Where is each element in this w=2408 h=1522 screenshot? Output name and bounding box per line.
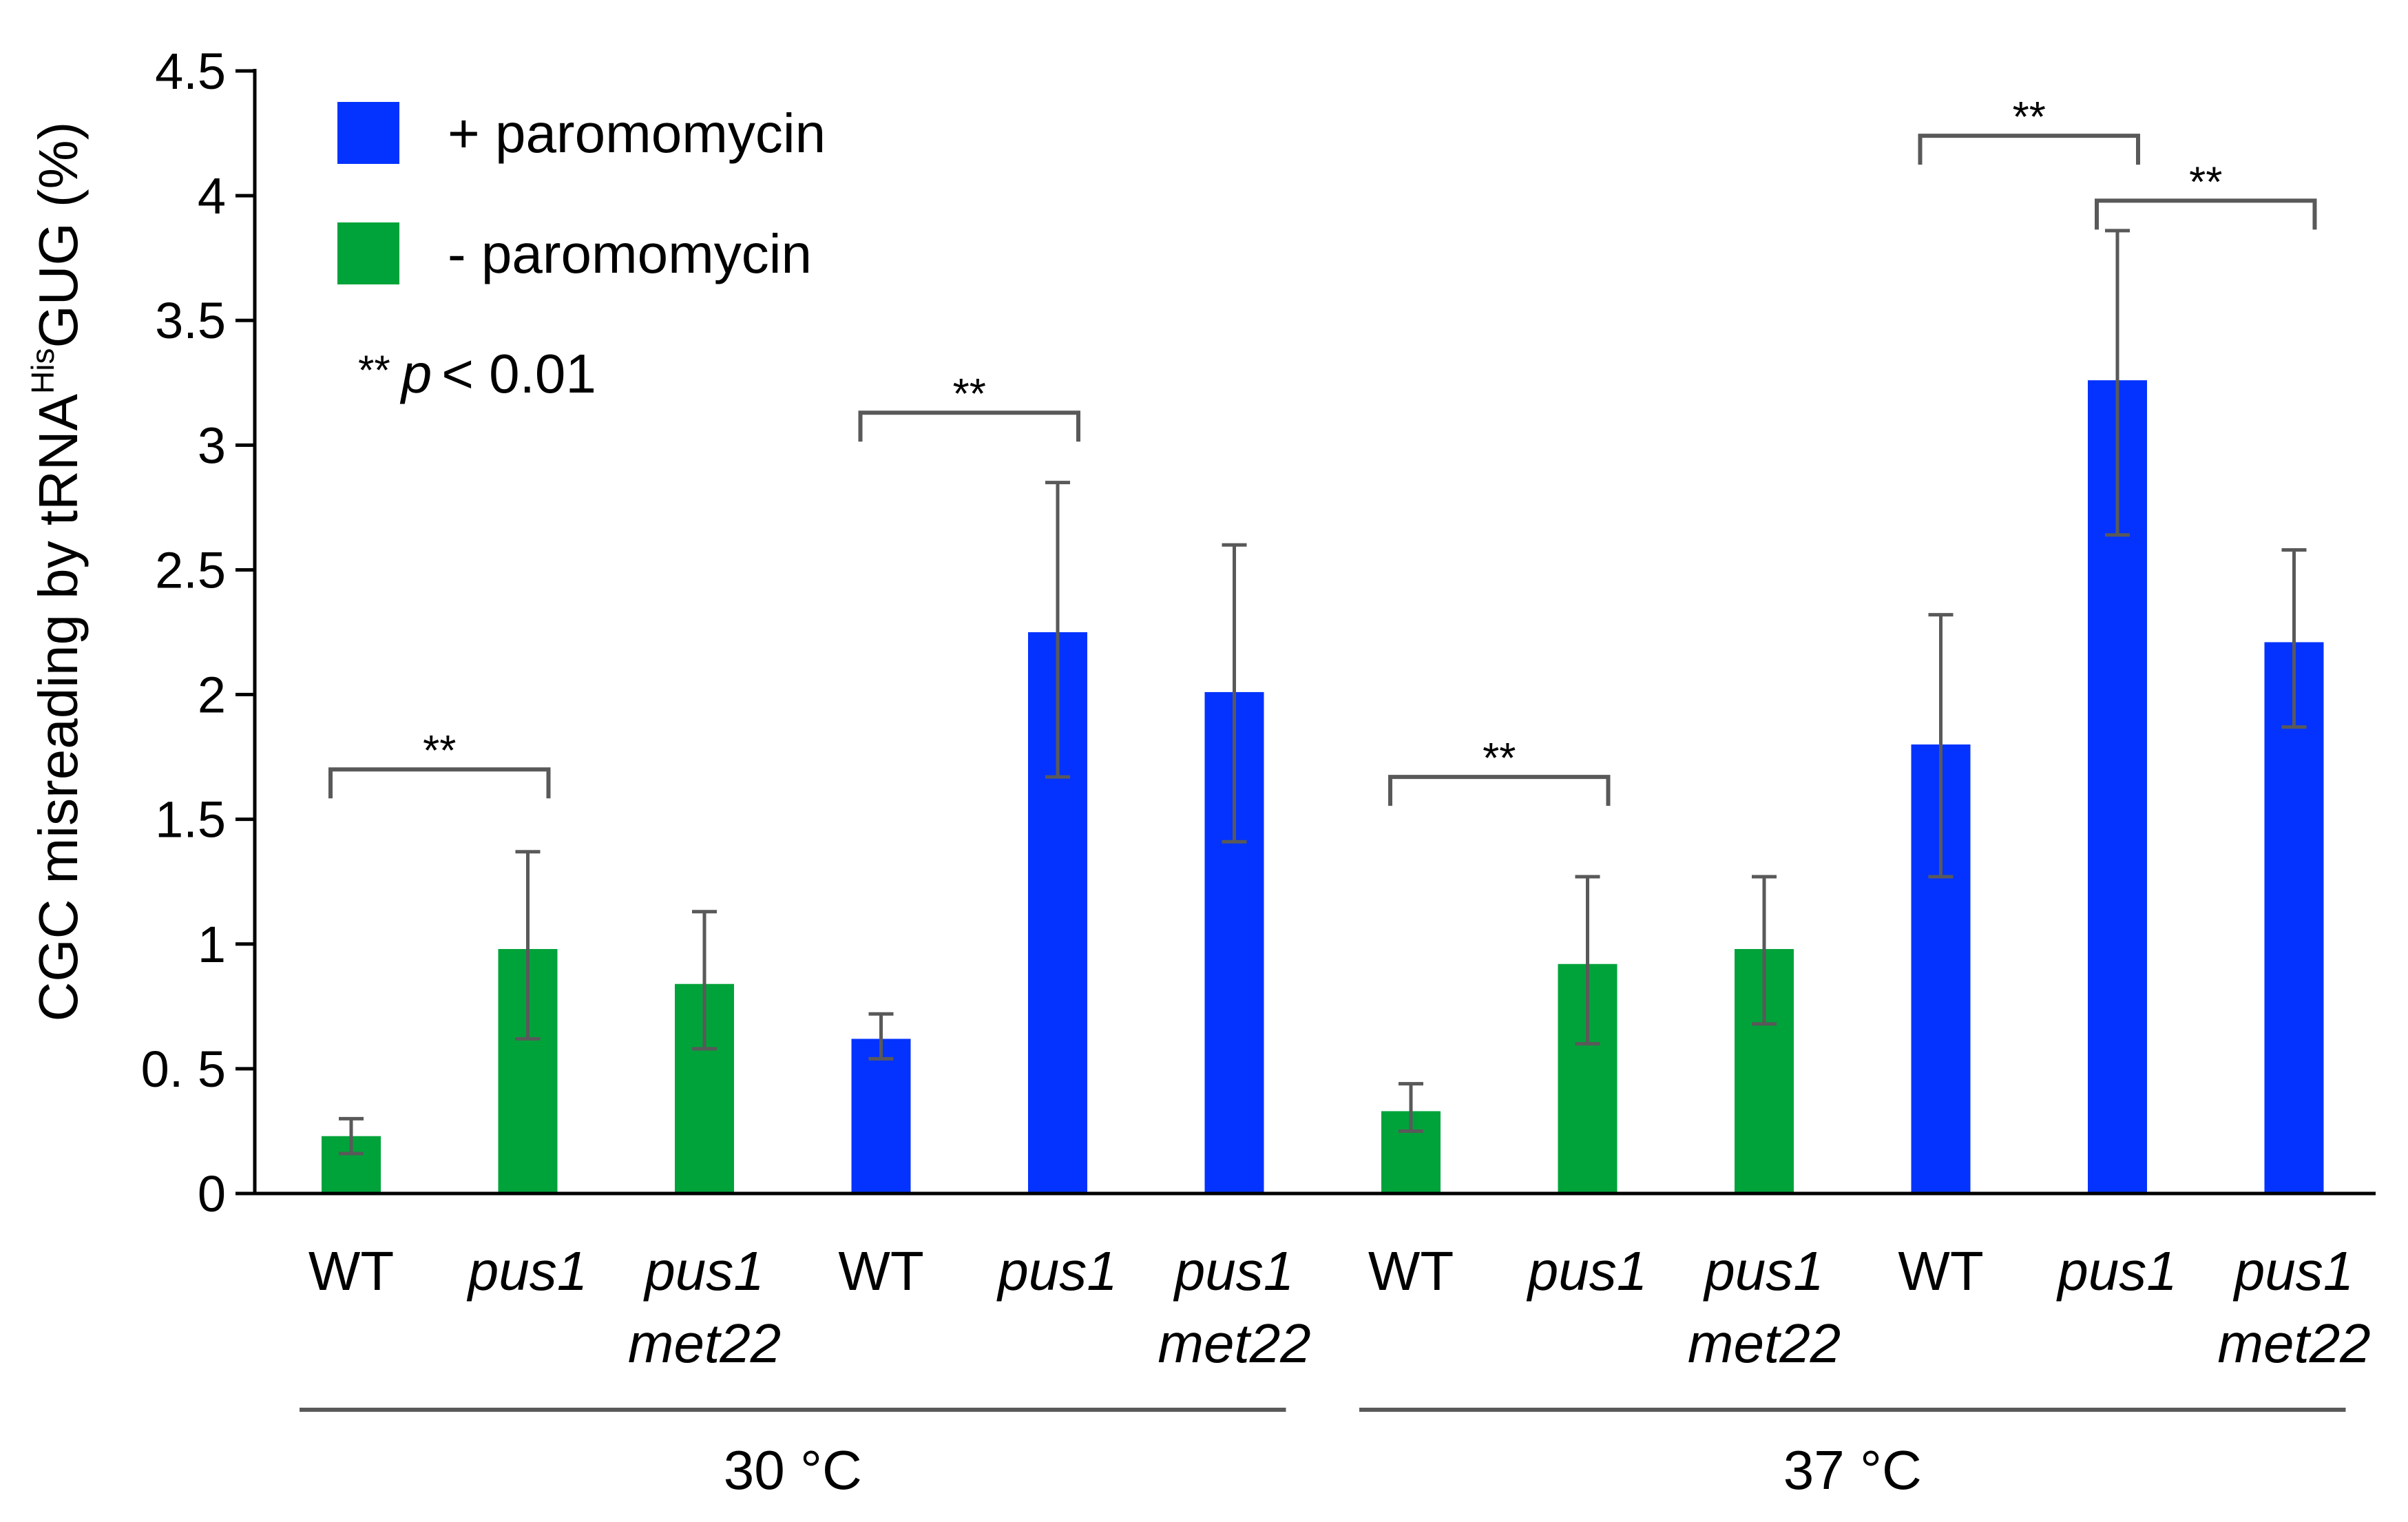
p-note-symbol: p xyxy=(400,343,432,404)
y-tick-label: 1 xyxy=(198,916,226,973)
svg-text:CGC misreading by tRNAHisGUG (: CGC misreading by tRNAHisGUG (%) xyxy=(25,122,89,1022)
significance-bracket xyxy=(858,410,1080,442)
p-value-note: ** p < 0.01 xyxy=(358,343,596,404)
category-label: pus1 xyxy=(467,1240,587,1302)
significance-bracket xyxy=(2095,198,2317,230)
y-tick-label: 0. 5 xyxy=(141,1041,226,1098)
p-note-text: < 0.01 xyxy=(441,343,596,404)
significance-label: ** xyxy=(953,371,986,418)
legend-swatch xyxy=(337,222,399,284)
y-tick-label: 1.5 xyxy=(155,791,226,848)
legend-label: - paromomycin xyxy=(448,223,812,284)
category-label: pus1 xyxy=(2056,1240,2177,1302)
y-tick-label: 2.5 xyxy=(155,541,226,598)
y-tick-label: 2 xyxy=(198,667,226,724)
category-label: met22 xyxy=(2217,1313,2370,1374)
y-tick-label: 3 xyxy=(198,417,226,474)
significance-label: ** xyxy=(423,727,456,775)
y-tick-label: 0 xyxy=(198,1165,226,1222)
y-axis-label: CGC misreading by tRNAHisGUG (%) xyxy=(25,122,89,1022)
svg-text:**p< 0.01: ** p < 0.01 xyxy=(358,343,596,404)
category-label: WT xyxy=(1368,1240,1454,1302)
y-tick-label: 4 xyxy=(198,167,226,225)
category-label: pus1 xyxy=(1527,1240,1647,1302)
group-label: 37 °C xyxy=(1783,1439,1922,1501)
y-axis-label-suffix: GUG (%) xyxy=(28,122,89,348)
category-label: pus1 xyxy=(1173,1240,1294,1302)
category-label: pus1 xyxy=(1703,1240,1823,1302)
category-label: met22 xyxy=(1158,1313,1310,1374)
bar xyxy=(2264,642,2324,1193)
category-label: pus1 xyxy=(996,1240,1117,1302)
p-note-stars: ** xyxy=(358,347,390,393)
category-label: WT xyxy=(308,1240,394,1302)
category-label: WT xyxy=(1898,1240,1983,1302)
y-tick-label: 3.5 xyxy=(155,292,226,349)
significance-bracket xyxy=(1388,775,1611,806)
significance-label: ** xyxy=(2189,158,2222,206)
significance-label: ** xyxy=(2013,94,2046,141)
y-tick-label: 4.5 xyxy=(155,43,226,100)
category-label: met22 xyxy=(628,1313,781,1374)
group-label: 30 °C xyxy=(724,1439,862,1501)
legend-swatch xyxy=(337,102,399,164)
bar xyxy=(851,1039,911,1193)
category-label: pus1 xyxy=(2233,1240,2354,1302)
legend-label: + paromomycin xyxy=(448,103,826,164)
significance-label: ** xyxy=(1483,735,1516,782)
y-axis-label-main: CGC misreading by tRNA xyxy=(28,393,89,1021)
significance-bracket xyxy=(1918,134,2140,165)
significance-bracket xyxy=(328,767,551,799)
category-label: WT xyxy=(838,1240,923,1302)
y-axis-label-superscript: His xyxy=(25,348,61,394)
category-label: pus1 xyxy=(643,1240,764,1302)
category-label: met22 xyxy=(1688,1313,1841,1374)
